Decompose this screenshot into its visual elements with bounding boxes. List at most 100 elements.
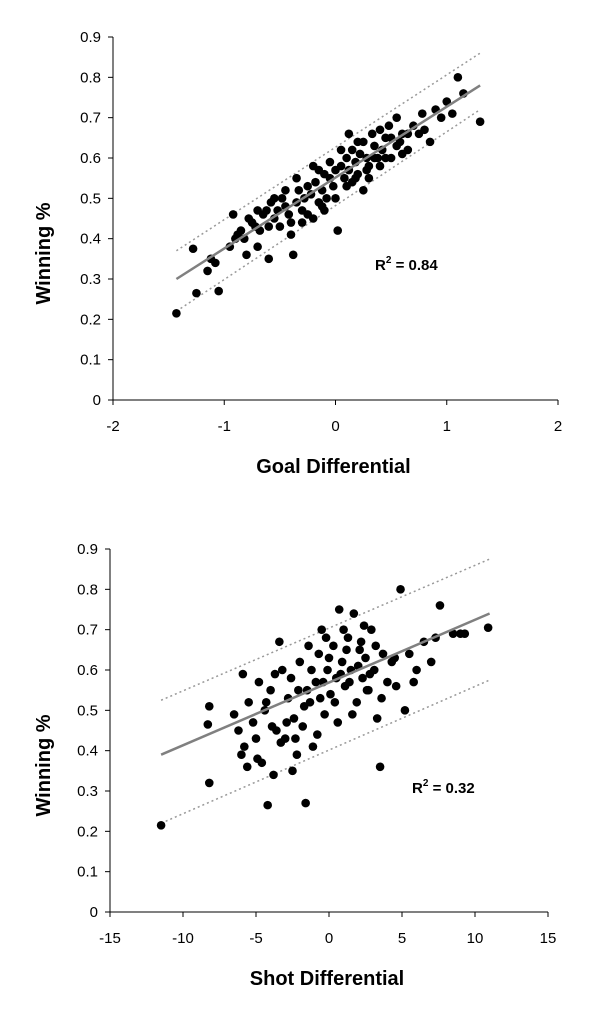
data-point <box>397 149 407 159</box>
y-tick-label: 0 <box>93 392 101 409</box>
data-point <box>426 657 436 667</box>
data-point <box>237 750 246 759</box>
data-point <box>295 657 305 667</box>
x-tick-label: -2 <box>106 418 119 435</box>
r-squared-r: R <box>375 257 386 274</box>
data-point <box>361 653 370 663</box>
y-tick-label: 0.7 <box>77 622 98 639</box>
data-point <box>291 734 300 743</box>
data-point <box>400 706 410 715</box>
data-point <box>234 726 243 735</box>
y-tick-label: 0.1 <box>80 352 101 369</box>
data-point <box>425 137 435 147</box>
data-point <box>303 210 312 219</box>
y-tick-label: 0.1 <box>77 864 98 881</box>
data-point <box>405 649 414 659</box>
data-point <box>275 637 284 647</box>
data-point <box>301 798 310 808</box>
data-point <box>253 754 262 764</box>
data-point <box>325 157 335 167</box>
x-tick-label: -10 <box>172 930 194 947</box>
data-point <box>375 161 385 171</box>
y-tick-label: 0.8 <box>77 581 98 598</box>
data-point <box>347 145 357 155</box>
data-point <box>267 722 277 731</box>
data-point <box>253 242 262 252</box>
data-point <box>351 173 360 183</box>
data-point <box>307 665 316 675</box>
data-point <box>264 254 274 264</box>
data-point <box>355 149 365 159</box>
data-point <box>282 718 291 727</box>
data-point <box>277 665 287 675</box>
data-point <box>214 286 223 296</box>
data-point <box>203 720 213 729</box>
r-squared-value: = 0.84 <box>391 257 438 274</box>
data-point <box>299 702 309 711</box>
y-tick-label: 0.6 <box>77 662 98 679</box>
data-point <box>352 697 362 707</box>
r-squared-superscript: 2 <box>386 255 392 266</box>
data-point <box>381 153 390 163</box>
data-point <box>362 165 371 175</box>
y-tick-label: 0.3 <box>80 271 101 288</box>
data-point <box>298 722 308 731</box>
data-point <box>281 185 290 195</box>
regression-line <box>175 84 481 281</box>
data-point <box>261 697 271 707</box>
x-axis-title: Goal Differential <box>256 456 410 478</box>
data-point <box>270 194 279 203</box>
data-point <box>275 222 285 231</box>
data-point <box>391 681 401 691</box>
data-point <box>270 669 280 679</box>
data-point <box>242 250 251 260</box>
y-tick-label: 0.5 <box>80 190 101 207</box>
y-tick-label: 0.4 <box>77 743 98 760</box>
data-point <box>262 206 271 215</box>
data-point <box>228 210 238 219</box>
data-point <box>359 621 369 630</box>
data-point <box>483 623 493 632</box>
data-point <box>321 633 331 643</box>
data-point <box>356 637 366 647</box>
data-point <box>339 625 348 634</box>
data-point <box>409 677 418 687</box>
chart-2: 0 0.1 0.2 0.3 0.4 0.5 0.6 0.7 0.8 0.9 -15 -10 -5 0 5 10… <box>33 541 556 990</box>
regression-line <box>160 612 491 756</box>
data-point <box>342 645 351 655</box>
data-point <box>359 185 368 195</box>
r-squared-r: R <box>412 780 423 797</box>
data-point <box>417 109 427 118</box>
data-point <box>448 629 458 638</box>
y-axis-title: Winning % <box>33 714 55 816</box>
data-point <box>377 693 386 703</box>
data-point <box>344 129 354 139</box>
data-point <box>313 730 322 739</box>
data-point <box>244 697 253 707</box>
data-point <box>156 820 166 830</box>
data-point <box>236 226 246 235</box>
data-point <box>277 194 287 203</box>
data-point <box>294 185 304 195</box>
data-point <box>453 73 463 82</box>
x-axis-title: Shot Differential <box>250 968 404 990</box>
x-tick-label: -1 <box>218 418 231 435</box>
data-point <box>211 258 220 268</box>
data-point <box>286 230 296 239</box>
data-point <box>276 738 286 747</box>
data-point <box>364 173 374 183</box>
data-point <box>324 653 334 663</box>
data-point <box>303 181 312 191</box>
data-point <box>343 633 353 643</box>
data-point <box>320 710 329 719</box>
r-squared-value: = 0.32 <box>428 780 474 797</box>
y-axis-title: Winning % <box>33 202 55 304</box>
data-point <box>188 244 198 254</box>
data-point <box>378 649 388 659</box>
data-point <box>392 141 401 151</box>
data-point <box>204 702 214 711</box>
x-tick-label: 1 <box>443 418 451 435</box>
x-tick-label: 2 <box>554 418 562 435</box>
data-point <box>328 181 338 191</box>
